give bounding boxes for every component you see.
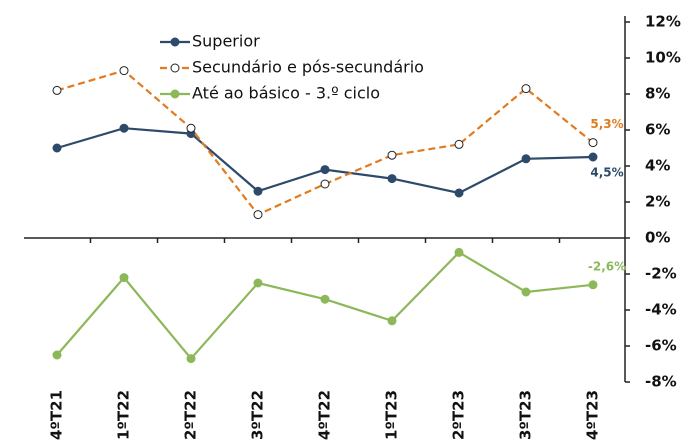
value-label: -2,6% <box>588 259 626 273</box>
point <box>320 165 330 175</box>
y-tick-label: 6% <box>645 121 670 139</box>
point <box>119 123 129 133</box>
y-tick-label: 2% <box>645 193 670 211</box>
y-tick-label: -2% <box>645 265 677 283</box>
legend-label: Secundário e pós-secundário <box>192 58 424 77</box>
x-tick-label: 4ºT21 <box>48 390 66 440</box>
legend-marker <box>170 89 180 99</box>
y-tick-label: 4% <box>645 157 670 175</box>
x-tick-label: 2ºT22 <box>182 390 200 440</box>
point <box>186 123 196 133</box>
series-line <box>56 251 594 361</box>
point <box>52 143 62 153</box>
point <box>588 280 598 290</box>
legend-label: Até ao básico - 3.º ciclo <box>192 84 380 103</box>
y-tick-label: 0% <box>645 229 670 247</box>
point <box>320 179 330 189</box>
y-tick-label: -6% <box>645 337 677 355</box>
x-tick-label: 3ºT22 <box>249 390 267 440</box>
point <box>387 316 397 326</box>
point <box>588 152 598 162</box>
point <box>521 84 531 94</box>
y-tick-label: 12% <box>645 13 681 31</box>
point <box>253 278 263 288</box>
point <box>454 188 464 198</box>
x-tick-label: 4ºT22 <box>316 390 334 440</box>
y-tick-label: 8% <box>645 85 670 103</box>
point <box>588 138 598 148</box>
point <box>454 139 464 149</box>
point <box>521 154 531 164</box>
point <box>387 150 397 160</box>
x-tick-label: 4ºT23 <box>584 390 602 440</box>
point <box>387 174 397 184</box>
point <box>253 210 263 220</box>
point <box>253 186 263 196</box>
value-label: 4,5% <box>590 166 623 180</box>
x-tick-label: 3ºT23 <box>517 390 535 440</box>
point <box>52 85 62 95</box>
y-tick-label: 10% <box>645 49 681 67</box>
point <box>454 247 464 257</box>
x-tick-label: 1ºT23 <box>383 390 401 440</box>
y-tick-label: -8% <box>645 373 677 391</box>
point <box>320 294 330 304</box>
legend-marker <box>170 37 180 47</box>
y-tick-label: -4% <box>645 301 677 319</box>
x-tick-label: 2ºT23 <box>450 390 468 440</box>
legend-label: Superior <box>192 32 260 51</box>
point <box>186 354 196 364</box>
point <box>521 287 531 297</box>
value-label: 5,3% <box>590 117 623 131</box>
x-tick-label: 1ºT22 <box>115 390 133 440</box>
point <box>119 66 129 76</box>
point <box>119 273 129 283</box>
legend-marker <box>170 63 180 73</box>
point <box>52 350 62 360</box>
